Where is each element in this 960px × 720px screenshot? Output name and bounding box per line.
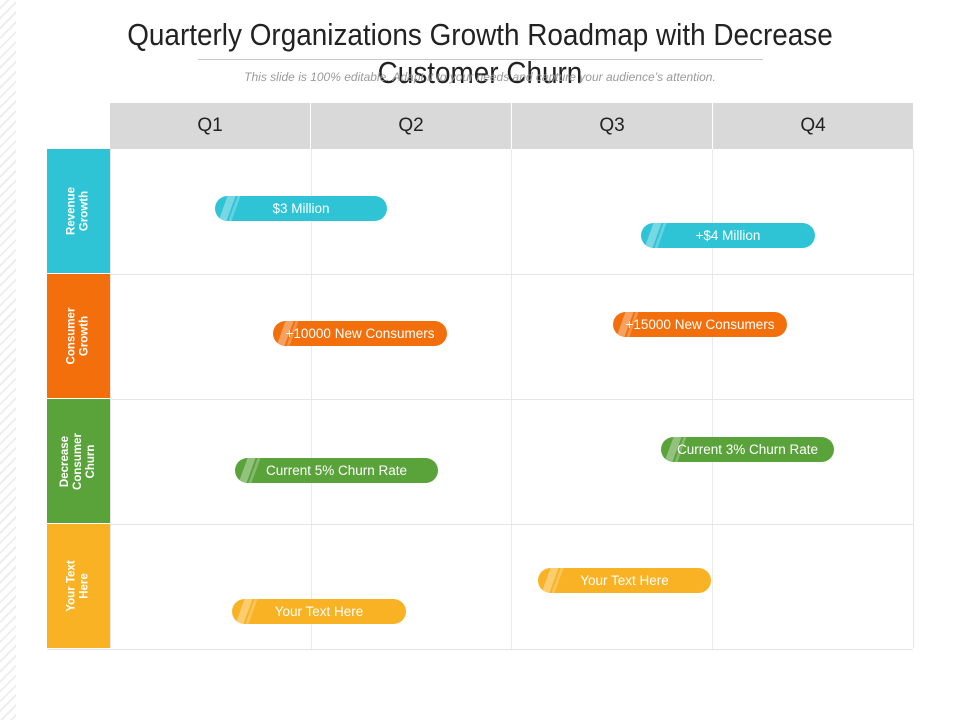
- roadmap-bar: $3 Million: [215, 196, 387, 221]
- quarter-header-q2: Q2: [311, 103, 512, 149]
- row-label-text: Decrease Consumer Churn: [59, 432, 97, 490]
- quarter-header-q3: Q3: [512, 103, 713, 149]
- roadmap-bar-label: +15000 New Consumers: [625, 317, 775, 332]
- quarter-header-q4: Q4: [800, 115, 826, 136]
- roadmap-row-consumer-growth: Consumer Growth: [47, 274, 913, 400]
- row-label-text: Your Text Here: [65, 560, 91, 612]
- roadmap-bar-label: +$4 Million: [695, 228, 761, 243]
- roadmap-bar: Your Text Here: [232, 599, 406, 624]
- row-label-text: Revenue Growth: [65, 187, 91, 235]
- roadmap-bar-label: $3 Million: [272, 201, 330, 216]
- quarter-header-row: Q1 Q2 Q3 Q4: [110, 103, 913, 149]
- row-label-decrease-churn: Decrease Consumer Churn: [47, 399, 110, 523]
- roadmap-bar-label: Current 3% Churn Rate: [676, 442, 819, 457]
- row-label-text: Consumer Growth: [65, 307, 91, 365]
- roadmap-bar: +15000 New Consumers: [613, 312, 787, 337]
- roadmap-bar: Your Text Here: [538, 568, 711, 593]
- page-title: Quarterly Organizations Growth Roadmap w…: [127, 17, 833, 90]
- roadmap-bar: Current 3% Churn Rate: [661, 437, 834, 462]
- roadmap-grid: Q1 Q2 Q3 Q4 Revenue Growth Consumer Grow…: [47, 103, 914, 650]
- row-label-revenue-growth: Revenue Growth: [47, 149, 110, 273]
- roadmap-row-your-text: Your Text Here: [47, 524, 913, 650]
- quarter-header-q1: Q1: [110, 103, 311, 149]
- roadmap-bar: +10000 New Consumers: [273, 321, 447, 346]
- roadmap-bar: Current 5% Churn Rate: [235, 458, 438, 483]
- roadmap-row-decrease-churn: Decrease Consumer Churn: [47, 399, 913, 525]
- roadmap-row-revenue-growth: Revenue Growth: [47, 149, 913, 275]
- roadmap-bar-label: Your Text Here: [274, 604, 364, 619]
- decorative-stripe: [0, 0, 16, 720]
- roadmap-bar: +$4 Million: [641, 223, 815, 248]
- title-divider: [198, 59, 763, 60]
- page-subtitle: This slide is 100% editable. Adapt it to…: [244, 70, 716, 84]
- roadmap-bar-label: Your Text Here: [580, 573, 669, 588]
- roadmap-bar-label: Current 5% Churn Rate: [265, 463, 408, 478]
- row-label-your-text: Your Text Here: [47, 524, 110, 648]
- row-label-consumer-growth: Consumer Growth: [47, 274, 110, 398]
- roadmap-bar-label: +10000 New Consumers: [285, 326, 435, 341]
